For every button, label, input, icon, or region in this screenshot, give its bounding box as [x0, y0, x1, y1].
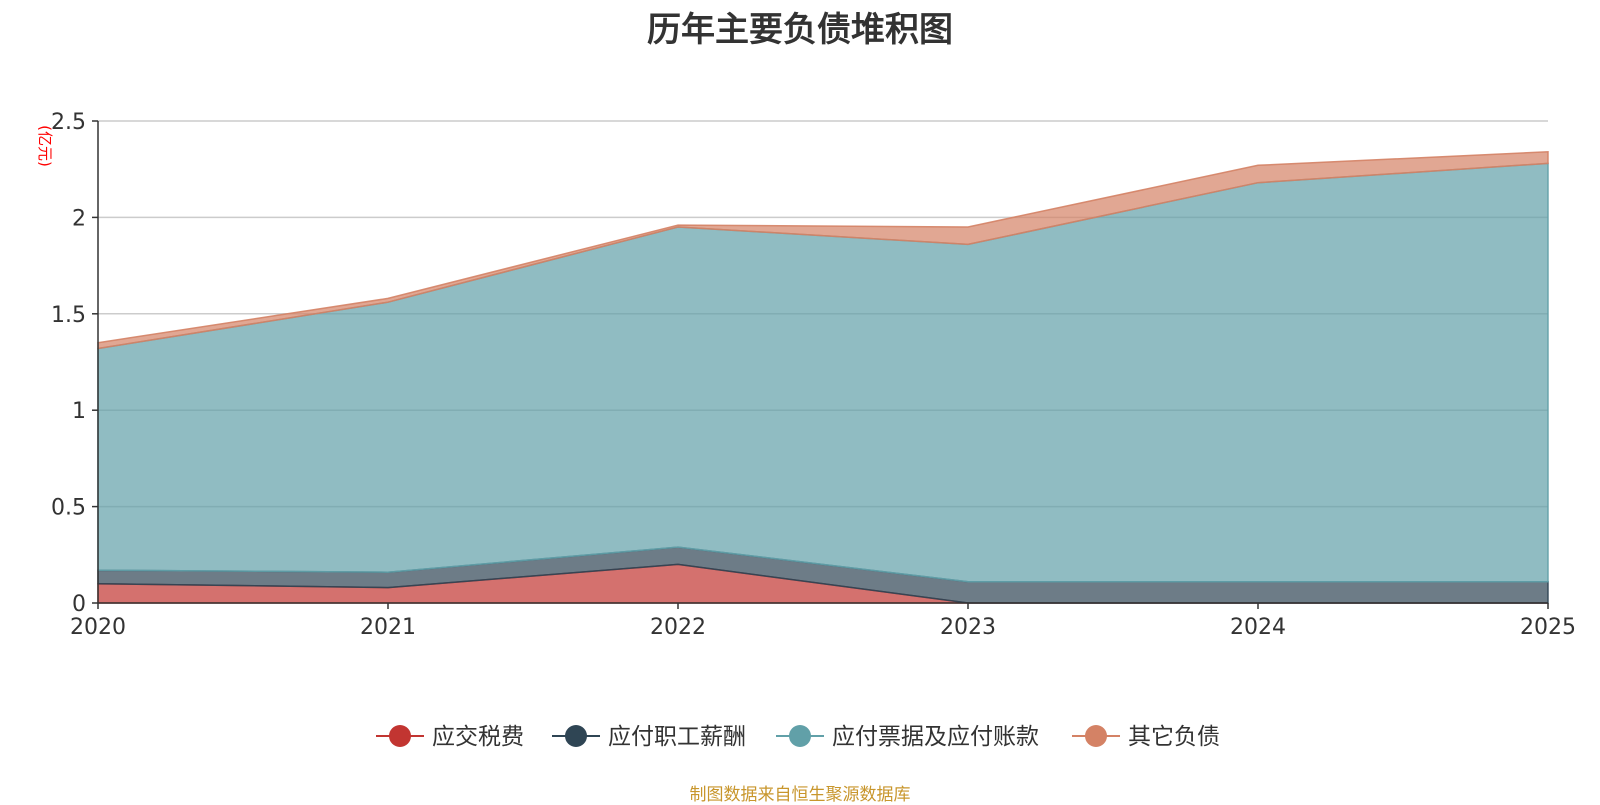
legend-label: 应付票据及应付账款 [832, 724, 1039, 750]
chart-title: 历年主要负债堆积图 [647, 10, 953, 50]
legend-marker [565, 725, 587, 747]
legend-item-应付职工薪酬[interactable]: 应付职工薪酬 [552, 724, 746, 750]
x-tick-label: 2025 [1520, 615, 1576, 640]
y-tick-label: 0.5 [51, 496, 86, 521]
x-tick-label: 2022 [650, 615, 706, 640]
unit-label: (亿元) [36, 125, 54, 167]
x-tick-label: 2024 [1230, 615, 1286, 640]
legend-marker [1085, 725, 1107, 747]
legend-label: 其它负债 [1128, 724, 1220, 750]
legend-item-其它负债[interactable]: 其它负债 [1072, 724, 1220, 750]
legend-label: 应付职工薪酬 [608, 724, 746, 750]
y-tick-label: 0 [72, 592, 86, 617]
x-tick-label: 2020 [70, 615, 126, 640]
legend[interactable]: 应交税费 应付职工薪酬 应付票据及应付账款 其它负债 [376, 724, 1220, 750]
area-series [97, 151, 1549, 604]
y-tick-label: 1.5 [51, 303, 86, 328]
x-tick-label: 2021 [360, 615, 416, 640]
y-tick-label: 1 [72, 399, 86, 424]
legend-label: 应交税费 [432, 724, 524, 750]
legend-marker [789, 725, 811, 747]
legend-item-应付票据及应付账款[interactable]: 应付票据及应付账款 [776, 724, 1039, 750]
y-tick-label: 2 [72, 206, 86, 231]
x-tick-label: 2023 [940, 615, 996, 640]
axes: 0 0.5 1 1.5 2 2.5 2020 2021 2022 2023 2024 2025 (亿元) [36, 110, 1576, 640]
legend-item-应交税费[interactable]: 应交税费 [376, 724, 524, 750]
area-其它负债 [97, 151, 1549, 350]
y-tick-label: 2.5 [51, 110, 86, 135]
source-note: 制图数据来自恒生聚源数据库 [689, 785, 911, 805]
legend-marker [389, 725, 411, 747]
